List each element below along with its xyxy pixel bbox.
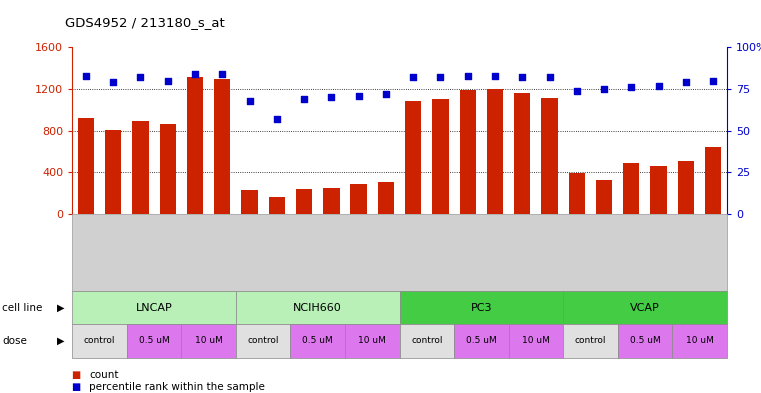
Point	[598, 86, 610, 92]
Text: control: control	[411, 336, 443, 345]
Text: NCIH660: NCIH660	[293, 303, 342, 312]
Bar	[187, 77, 203, 214]
Text: control: control	[575, 336, 607, 345]
Bar	[651, 166, 667, 214]
Point	[626, 84, 638, 90]
Bar	[241, 190, 258, 214]
Bar	[351, 184, 367, 214]
Point	[271, 116, 283, 122]
Bar	[214, 79, 231, 214]
Text: ■: ■	[72, 382, 84, 392]
Bar	[78, 118, 94, 214]
Bar	[405, 101, 422, 214]
Bar	[678, 161, 694, 214]
Point	[407, 74, 419, 81]
Point	[516, 74, 528, 81]
Point	[189, 71, 201, 77]
Point	[680, 79, 692, 85]
Point	[543, 74, 556, 81]
Text: 10 uM: 10 uM	[686, 336, 713, 345]
Text: control: control	[247, 336, 279, 345]
Point	[352, 92, 365, 99]
Text: 0.5 uM: 0.5 uM	[302, 336, 333, 345]
Point	[489, 72, 501, 79]
Text: ▶: ▶	[57, 336, 65, 346]
Text: ■: ■	[72, 370, 84, 380]
Text: 0.5 uM: 0.5 uM	[629, 336, 661, 345]
Text: 10 uM: 10 uM	[358, 336, 386, 345]
Text: 10 uM: 10 uM	[195, 336, 222, 345]
Bar	[377, 182, 394, 214]
Text: VCAP: VCAP	[630, 303, 660, 312]
Point	[325, 94, 337, 101]
Text: PC3: PC3	[470, 303, 492, 312]
Text: count: count	[89, 370, 119, 380]
Bar	[105, 130, 122, 214]
Point	[161, 77, 174, 84]
Bar	[160, 125, 176, 214]
Point	[216, 71, 228, 77]
Bar	[296, 189, 312, 214]
Point	[135, 74, 147, 81]
Point	[707, 77, 719, 84]
Point	[107, 79, 119, 85]
Text: ▶: ▶	[57, 303, 65, 312]
Bar	[705, 147, 721, 214]
Point	[380, 91, 392, 97]
Point	[244, 97, 256, 104]
Bar	[623, 163, 639, 214]
Point	[298, 96, 310, 102]
Bar	[323, 187, 339, 214]
Point	[652, 83, 664, 89]
Text: 0.5 uM: 0.5 uM	[466, 336, 497, 345]
Bar	[269, 197, 285, 214]
Text: control: control	[84, 336, 116, 345]
Bar	[568, 173, 585, 214]
Bar	[514, 93, 530, 214]
Text: LNCAP: LNCAP	[135, 303, 173, 312]
Bar	[460, 90, 476, 214]
Bar	[487, 89, 503, 214]
Text: cell line: cell line	[2, 303, 43, 312]
Point	[462, 72, 474, 79]
Point	[435, 74, 447, 81]
Bar	[432, 99, 449, 214]
Bar	[596, 180, 613, 214]
Text: dose: dose	[2, 336, 27, 346]
Point	[571, 87, 583, 94]
Text: percentile rank within the sample: percentile rank within the sample	[89, 382, 265, 392]
Bar	[541, 98, 558, 214]
Text: 0.5 uM: 0.5 uM	[139, 336, 170, 345]
Text: GDS4952 / 213180_s_at: GDS4952 / 213180_s_at	[65, 16, 224, 29]
Point	[80, 72, 92, 79]
Text: 10 uM: 10 uM	[522, 336, 549, 345]
Bar	[132, 121, 148, 214]
